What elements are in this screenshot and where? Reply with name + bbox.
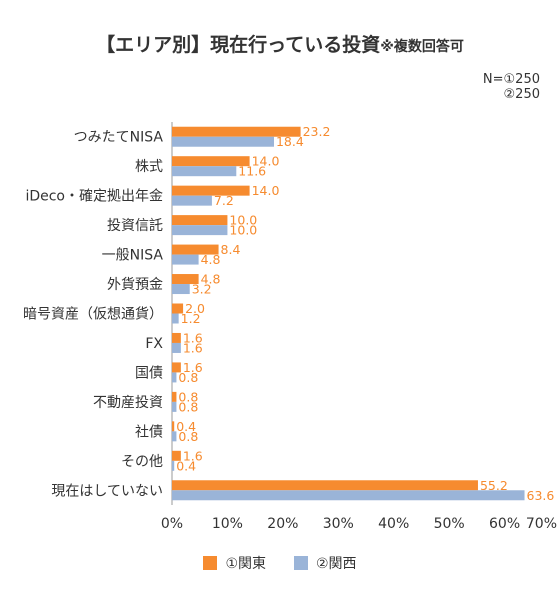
data-label-series-2: 0.8 [178, 370, 198, 385]
bar-series-1 [172, 185, 250, 196]
category-label: 国債 [135, 365, 163, 381]
category-label: 株式 [135, 159, 163, 175]
bar-series-2 [172, 460, 175, 471]
x-tick-label: 40% [378, 516, 409, 532]
data-label-series-1: 1.6 [183, 360, 203, 375]
bar-series-1 [172, 215, 228, 226]
data-label-series-2: 0.4 [176, 458, 196, 473]
category-label: 社債 [135, 424, 163, 440]
bar-series-1 [172, 126, 301, 137]
bar-series-2 [172, 372, 177, 383]
data-label-series-2: 7.2 [214, 193, 234, 208]
chart-title-block: 【エリア別】現在行っている投資※複数回答可 [0, 30, 560, 57]
bar-series-2 [172, 166, 237, 177]
bar-series-2 [172, 490, 525, 501]
legend-swatch-series-2 [294, 556, 308, 570]
data-label-series-2: 18.4 [276, 134, 304, 149]
bar-series-1 [172, 450, 181, 461]
x-tick-label: 50% [434, 516, 465, 532]
bar-series-1 [172, 244, 219, 255]
data-label-series-2: 0.8 [178, 429, 198, 444]
data-label-series-1: 10.0 [229, 213, 257, 228]
data-label-series-2: 1.2 [181, 311, 201, 326]
x-tick-label: 30% [323, 516, 354, 532]
bar-series-1 [172, 303, 184, 314]
data-label-series-2: 10.0 [229, 223, 257, 238]
category-label: 投資信託 [107, 218, 163, 234]
data-label-series-1: 23.2 [303, 124, 331, 139]
category-label: 暗号資産（仮想通貨） [23, 306, 163, 323]
legend-item-series-1: ①関東 [203, 553, 266, 573]
data-label-series-1: 14.0 [252, 154, 280, 169]
data-label-series-1: 1.6 [183, 448, 203, 463]
data-label-series-1: 0.4 [176, 419, 196, 434]
bar-series-1 [172, 480, 478, 491]
x-tick-label: 70% [526, 516, 557, 532]
data-label-series-2: 1.6 [183, 340, 203, 355]
sample-size-note: N=①250 ②250 [483, 72, 540, 102]
data-label-series-1: 1.6 [183, 330, 203, 345]
chart-legend: ①関東 ②関西 [0, 553, 560, 573]
data-label-series-1: 14.0 [252, 183, 280, 198]
legend-swatch-series-1 [203, 556, 218, 570]
category-label: つみたてNISA [74, 130, 164, 146]
bar-series-2 [172, 225, 228, 236]
data-label-series-2: 11.6 [238, 164, 266, 179]
data-label-series-2: 4.8 [201, 252, 221, 267]
bar-series-1 [172, 156, 250, 167]
data-label-series-1: 4.8 [201, 272, 221, 287]
category-label: その他 [121, 454, 163, 470]
bar-series-2 [172, 195, 212, 206]
bar-series-2 [172, 342, 181, 353]
category-label: 外貨預金 [107, 276, 163, 293]
bar-series-2 [172, 431, 177, 442]
data-label-series-2: 0.8 [178, 399, 198, 414]
legend-label-series-2: ②関西 [316, 556, 357, 572]
data-label-series-1: 8.4 [221, 242, 241, 257]
bar-series-1 [172, 362, 181, 373]
bar-series-1 [172, 332, 181, 343]
bar-series-2 [172, 401, 177, 412]
category-label: 現在はしていない [51, 483, 163, 499]
data-label-series-2: 63.6 [527, 488, 555, 503]
x-tick-label: 60% [489, 516, 520, 532]
x-tick-label: 20% [267, 516, 298, 532]
x-tick-label: 0% [161, 516, 183, 532]
data-label-series-1: 0.8 [178, 389, 198, 404]
bar-series-1 [172, 274, 199, 285]
data-label-series-1: 55.2 [480, 478, 508, 493]
chart-title-note: ※複数回答可 [380, 39, 464, 55]
bar-series-2 [172, 313, 179, 324]
bar-series-1 [172, 391, 177, 402]
legend-item-series-2: ②関西 [294, 553, 357, 573]
category-label: iDeco・確定拠出年金 [25, 189, 163, 205]
category-label: 不動産投資 [93, 395, 163, 411]
chart-title: 【エリア別】現在行っている投資 [96, 34, 381, 56]
category-label: FX [145, 336, 163, 352]
bar-series-2 [172, 136, 274, 147]
bar-series-2 [172, 254, 199, 265]
bar-series-2 [172, 284, 190, 295]
category-label: 一般NISA [102, 248, 164, 264]
sample-size-line-1: N=①250 [482, 72, 540, 87]
legend-label-series-1: ①関東 [225, 556, 266, 572]
data-label-series-2: 3.2 [192, 282, 212, 297]
data-label-series-1: 2.0 [185, 301, 205, 316]
sample-size-line-2: ②250 [503, 87, 540, 102]
bar-series-1 [172, 421, 175, 432]
x-tick-label: 10% [212, 516, 243, 532]
